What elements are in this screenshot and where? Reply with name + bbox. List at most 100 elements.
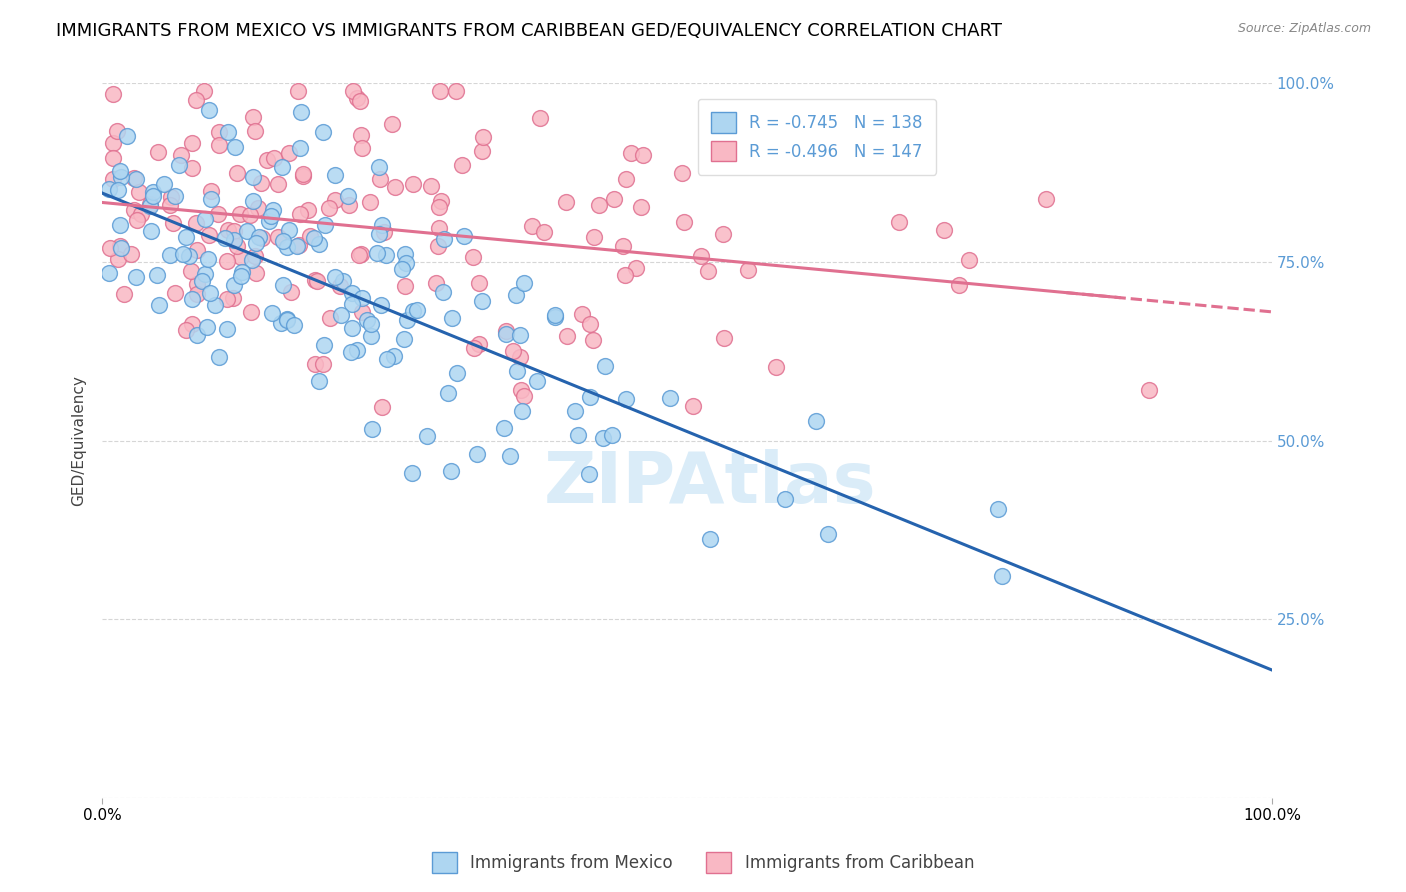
Point — [245, 248, 267, 262]
Point — [582, 333, 605, 347]
Point — [533, 225, 555, 239]
Text: IMMIGRANTS FROM MEXICO VS IMMIGRANTS FROM CARIBBEAN GED/EQUIVALENCY CORRELATION : IMMIGRANTS FROM MEXICO VS IMMIGRANTS FRO… — [56, 22, 1002, 40]
Point — [394, 278, 416, 293]
Point — [948, 278, 970, 293]
Point — [440, 310, 463, 325]
Point — [359, 194, 381, 209]
Point — [98, 182, 121, 196]
Point — [578, 467, 600, 481]
Point — [142, 189, 165, 203]
Point — [287, 238, 309, 252]
Point — [427, 220, 450, 235]
Point — [204, 298, 226, 312]
Point — [193, 84, 215, 98]
Point — [699, 533, 721, 547]
Point — [107, 252, 129, 266]
Point — [256, 153, 278, 167]
Point — [432, 285, 454, 299]
Point — [346, 343, 368, 357]
Point — [1137, 383, 1160, 397]
Point — [395, 256, 418, 270]
Legend: Immigrants from Mexico, Immigrants from Caribbean: Immigrants from Mexico, Immigrants from … — [425, 846, 981, 880]
Point — [361, 422, 384, 436]
Point — [165, 189, 187, 203]
Point — [184, 93, 207, 107]
Point — [115, 128, 138, 143]
Point — [285, 239, 308, 253]
Point — [222, 224, 245, 238]
Point — [198, 228, 221, 243]
Point — [97, 266, 120, 280]
Point — [429, 84, 451, 98]
Point — [360, 329, 382, 343]
Point — [217, 223, 239, 237]
Point — [323, 269, 346, 284]
Point — [242, 194, 264, 208]
Point — [513, 389, 536, 403]
Point — [932, 223, 955, 237]
Point — [510, 383, 533, 397]
Point — [352, 141, 374, 155]
Point — [207, 207, 229, 221]
Point — [217, 254, 239, 268]
Point — [347, 248, 370, 262]
Point — [198, 285, 221, 300]
Text: ZIPAtlas: ZIPAtlas — [544, 450, 877, 518]
Point — [579, 317, 602, 331]
Point — [162, 216, 184, 230]
Point — [529, 112, 551, 126]
Point — [426, 239, 449, 253]
Point — [312, 125, 335, 139]
Point — [658, 391, 681, 405]
Point — [433, 232, 456, 246]
Point — [564, 404, 586, 418]
Point — [465, 447, 488, 461]
Point — [239, 304, 262, 318]
Point — [957, 252, 980, 267]
Point — [440, 464, 463, 478]
Point — [671, 166, 693, 180]
Point — [276, 312, 298, 326]
Point — [262, 202, 284, 217]
Point — [283, 318, 305, 333]
Point — [583, 230, 606, 244]
Point — [229, 269, 252, 284]
Point — [242, 169, 264, 184]
Point — [571, 307, 593, 321]
Point — [245, 267, 267, 281]
Point — [509, 350, 531, 364]
Point — [270, 316, 292, 330]
Point — [330, 308, 353, 322]
Point — [371, 401, 394, 415]
Point — [291, 169, 314, 183]
Point — [470, 144, 492, 158]
Point — [250, 176, 273, 190]
Point — [159, 248, 181, 262]
Point — [125, 269, 148, 284]
Point — [197, 252, 219, 267]
Point — [267, 177, 290, 191]
Text: Source: ZipAtlas.com: Source: ZipAtlas.com — [1237, 22, 1371, 36]
Point — [128, 185, 150, 199]
Point — [495, 327, 517, 342]
Point — [194, 211, 217, 226]
Point — [352, 304, 374, 318]
Point — [510, 403, 533, 417]
Point — [172, 247, 194, 261]
Point — [817, 526, 839, 541]
Point — [401, 466, 423, 480]
Point — [468, 276, 491, 290]
Point — [142, 186, 165, 200]
Point — [356, 313, 378, 327]
Point — [614, 171, 637, 186]
Point — [277, 145, 299, 160]
Point — [682, 399, 704, 413]
Point — [509, 327, 531, 342]
Point — [170, 148, 193, 162]
Point — [340, 285, 363, 300]
Point — [804, 414, 827, 428]
Point — [240, 253, 263, 268]
Point — [308, 375, 330, 389]
Point — [492, 421, 515, 435]
Point — [177, 249, 200, 263]
